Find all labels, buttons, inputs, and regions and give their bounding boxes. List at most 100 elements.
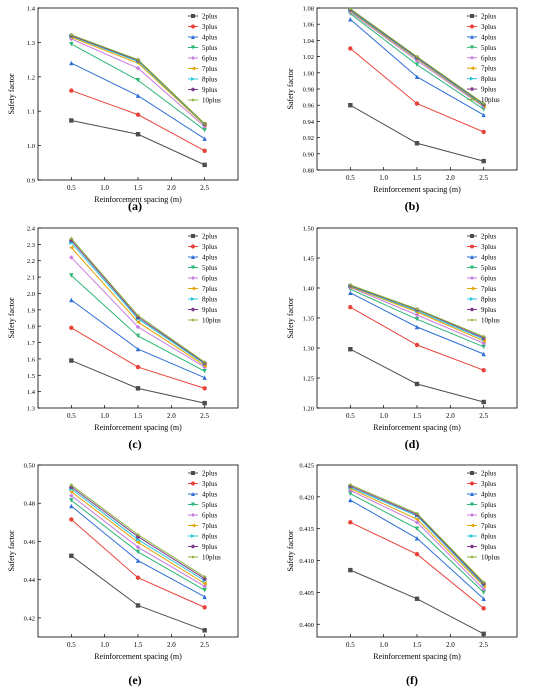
data-point-2plus <box>69 358 74 363</box>
legend-marker <box>191 513 195 517</box>
legend-marker <box>470 513 474 517</box>
data-point-4plus <box>348 497 353 503</box>
legend-label: 2plus <box>481 470 496 478</box>
legend-marker <box>470 255 474 259</box>
legend-marker <box>470 24 474 29</box>
data-point-6plus <box>69 255 74 260</box>
legend-label: 7plus <box>202 522 217 530</box>
series-line-5plus <box>71 43 205 131</box>
data-point-10plus <box>481 101 486 106</box>
data-point-3plus <box>69 325 74 331</box>
legend-label: 9plus <box>481 543 496 551</box>
panel-label: (d) <box>405 437 420 451</box>
y-tick-label: 1.7 <box>27 340 36 347</box>
y-tick-label: 1.06 <box>303 22 315 29</box>
data-point-5plus <box>202 127 207 133</box>
x-tick-label: 2.0 <box>167 412 176 420</box>
y-tick-label: 1.00 <box>303 70 314 77</box>
data-point-3plus <box>69 517 74 522</box>
chart-panel-2: 0.5 1.0 1.5 2.0 2.5 0.88 0.90 0.92 0.94 0.96 0.98 1… <box>286 6 518 213</box>
legend-marker <box>191 45 195 50</box>
legend-marker <box>191 297 195 301</box>
y-tick-label: 2.4 <box>27 226 36 233</box>
data-point-6plus <box>135 324 141 330</box>
data-point-3plus <box>348 46 353 51</box>
legend-label: 4plus <box>202 254 217 262</box>
legend-label: 10plus <box>202 317 221 325</box>
data-point-3plus <box>69 88 74 93</box>
data-point-2plus <box>135 603 141 608</box>
legend-label: 3plus <box>202 23 217 31</box>
data-point-9plus <box>414 512 420 517</box>
series-line-8plus <box>70 242 205 365</box>
legend-marker <box>191 98 195 102</box>
x-tick-label: 1.0 <box>379 641 388 649</box>
data-point-4plus <box>69 503 74 509</box>
legend-marker <box>470 55 474 60</box>
x-axis-label: Reinforcement spacing (m) <box>373 652 461 661</box>
series-line-2plus <box>71 555 205 631</box>
data-point-6plus <box>481 587 486 592</box>
data-point-3plus <box>348 305 353 310</box>
legend-label: 6plus <box>481 275 496 283</box>
data-point-2plus <box>481 631 486 637</box>
y-tick-label: 1.20 <box>303 406 314 413</box>
data-point-2plus <box>348 103 353 108</box>
legend-label: 3plus <box>202 243 217 251</box>
legend-marker <box>470 286 474 291</box>
data-point-5plus <box>348 491 353 496</box>
data-point-6plus <box>414 58 420 63</box>
data-point-10plus <box>481 580 486 584</box>
legend-marker <box>191 244 195 249</box>
data-point-6plus <box>135 544 141 550</box>
legend-marker <box>470 297 474 301</box>
y-tick-label: 2.3 <box>27 242 35 249</box>
data-point-3plus <box>135 112 141 117</box>
legend-label: 9plus <box>481 86 496 94</box>
data-point-4plus <box>348 290 353 295</box>
x-tick-label: 1.5 <box>134 412 143 420</box>
legend-marker <box>191 555 195 559</box>
legend-marker <box>470 534 474 538</box>
legend-marker <box>470 14 474 18</box>
legend-label: 2plus <box>202 13 217 21</box>
y-tick-label: 1.02 <box>303 54 314 61</box>
y-axis-label: Safety factor <box>7 73 16 114</box>
x-tick-label: 2.5 <box>200 184 209 192</box>
legend-marker <box>470 492 474 496</box>
y-tick-label: 1.04 <box>303 38 315 45</box>
y-tick-label: 2.1 <box>27 275 35 282</box>
data-point-10plus <box>69 236 74 241</box>
data-point-2plus <box>481 158 486 164</box>
data-point-2plus <box>348 567 353 573</box>
data-point-4plus <box>414 74 420 80</box>
x-tick-label: 2.0 <box>446 174 455 182</box>
data-point-2plus <box>202 162 207 168</box>
data-point-10plus <box>135 532 141 537</box>
data-point-10plus <box>414 306 420 311</box>
legend-label: 6plus <box>481 512 496 520</box>
legend-label: 7plus <box>202 285 217 293</box>
y-tick-label: 0.48 <box>24 501 35 508</box>
chart-panel-1: 0.5 1.0 1.5 2.0 2.5 0.9 1.0 1.1 1.2 1.3 1.4 Reinfor… <box>7 6 239 213</box>
legend-marker <box>470 555 474 559</box>
series-line-2plus <box>350 569 484 635</box>
data-point-3plus <box>414 551 420 557</box>
x-tick-label: 2.5 <box>479 412 488 420</box>
chart-panel-5: 0.5 1.0 1.5 2.0 2.5 0.42 0.44 0.46 0.48 0.50 Reinf… <box>7 463 239 687</box>
legend-label: 2plus <box>481 233 496 241</box>
legend-label: 10plus <box>202 97 221 105</box>
data-point-5plus <box>69 498 74 503</box>
y-tick-label: 2.0 <box>27 291 35 298</box>
legend-label: 5plus <box>202 264 217 272</box>
legend-label: 4plus <box>202 34 217 42</box>
legend-marker <box>470 66 474 71</box>
y-axis-label: Safety factor <box>7 297 16 338</box>
x-tick-label: 2.5 <box>479 174 488 182</box>
data-point-2plus <box>348 347 353 352</box>
legend-label: 7plus <box>202 65 217 73</box>
data-point-4plus <box>414 324 420 330</box>
data-point-10plus <box>135 57 141 62</box>
legend-label: 4plus <box>481 491 496 499</box>
